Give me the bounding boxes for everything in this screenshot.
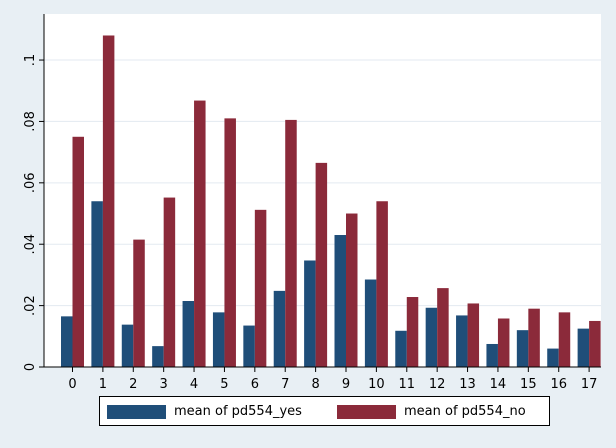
bar-yes-11 (395, 330, 407, 367)
bar-yes-8 (304, 260, 316, 367)
y-tick-label-4: .08 (23, 111, 38, 132)
legend-label-yes: mean of pd554_yes (174, 404, 302, 419)
tick-labels: 0.02.04.06.08.10 1 2 3 4 5 6 7 8 9 10 11 12 13 14 15 16 1… (23, 54, 597, 392)
bar-no-0 (72, 136, 84, 367)
bar-no-2 (133, 239, 145, 367)
x-tick-label-16: 16 (550, 377, 567, 392)
bar-yes-12 (425, 307, 438, 367)
legend: mean of pd554_yes mean of pd554_no (99, 396, 550, 426)
bar-yes-16 (547, 348, 559, 367)
bar-yes-6 (243, 325, 255, 367)
bar-no-17 (589, 320, 601, 367)
axes (39, 14, 601, 372)
bar-no-3 (163, 197, 176, 367)
x-tick-label-8: 8 (311, 377, 319, 392)
x-tick-label-0: 0 (68, 377, 76, 392)
bar-no-6 (254, 209, 267, 367)
bar-no-9 (346, 213, 358, 367)
bar-yes-5 (212, 312, 225, 367)
x-tick-label-4: 4 (190, 377, 198, 392)
x-tick-label-1: 1 (99, 377, 107, 392)
bar-yes-2 (121, 324, 134, 367)
bar-no-10 (376, 201, 388, 367)
bar-yes-1 (91, 201, 103, 367)
legend-item-no: mean of pd554_no (337, 404, 526, 419)
bars (61, 35, 601, 368)
legend-swatch-no (337, 404, 396, 419)
bar-no-12 (437, 288, 449, 367)
bar-no-7 (285, 119, 297, 368)
legend-label-no: mean of pd554_no (404, 404, 526, 419)
bar-yes-14 (486, 343, 498, 367)
x-tick-label-2: 2 (129, 377, 137, 392)
bar-no-13 (467, 303, 480, 367)
legend-item-yes: mean of pd554_yes (107, 404, 302, 419)
bar-yes-9 (334, 235, 346, 367)
y-tick-label-5: .1 (23, 54, 38, 66)
bar-yes-7 (273, 290, 286, 367)
bar-no-8 (315, 162, 328, 367)
x-tick-label-17: 17 (581, 377, 598, 392)
x-tick-label-14: 14 (490, 377, 507, 392)
y-tick-label-1: .02 (23, 295, 38, 316)
bar-yes-15 (516, 330, 529, 367)
x-tick-label-3: 3 (160, 377, 168, 392)
x-tick-label-15: 15 (520, 377, 537, 392)
x-tick-label-10: 10 (368, 377, 385, 392)
x-tick-label-5: 5 (220, 377, 228, 392)
bar-no-15 (528, 308, 540, 367)
y-tick-label-3: .06 (23, 172, 38, 193)
x-tick-label-7: 7 (281, 377, 289, 392)
bar-no-5 (224, 118, 236, 367)
y-tick-label-2: .04 (23, 234, 38, 255)
x-tick-label-13: 13 (459, 377, 476, 392)
bar-yes-10 (364, 279, 377, 367)
bar-no-4 (194, 100, 206, 367)
bar-no-16 (558, 312, 571, 367)
y-tick-label-0: 0 (23, 363, 38, 371)
bar-yes-17 (577, 328, 590, 367)
bar-yes-0 (61, 316, 73, 367)
x-tick-label-11: 11 (399, 377, 416, 392)
bar-yes-3 (152, 346, 164, 367)
x-tick-label-9: 9 (342, 377, 350, 392)
bar-yes-13 (456, 315, 468, 367)
x-tick-label-6: 6 (251, 377, 259, 392)
bar-no-1 (102, 35, 115, 367)
bar-no-11 (406, 297, 419, 367)
bar-yes-4 (182, 301, 195, 367)
legend-swatch-yes (107, 404, 166, 419)
bar-no-14 (497, 318, 510, 367)
x-tick-label-12: 12 (429, 377, 446, 392)
